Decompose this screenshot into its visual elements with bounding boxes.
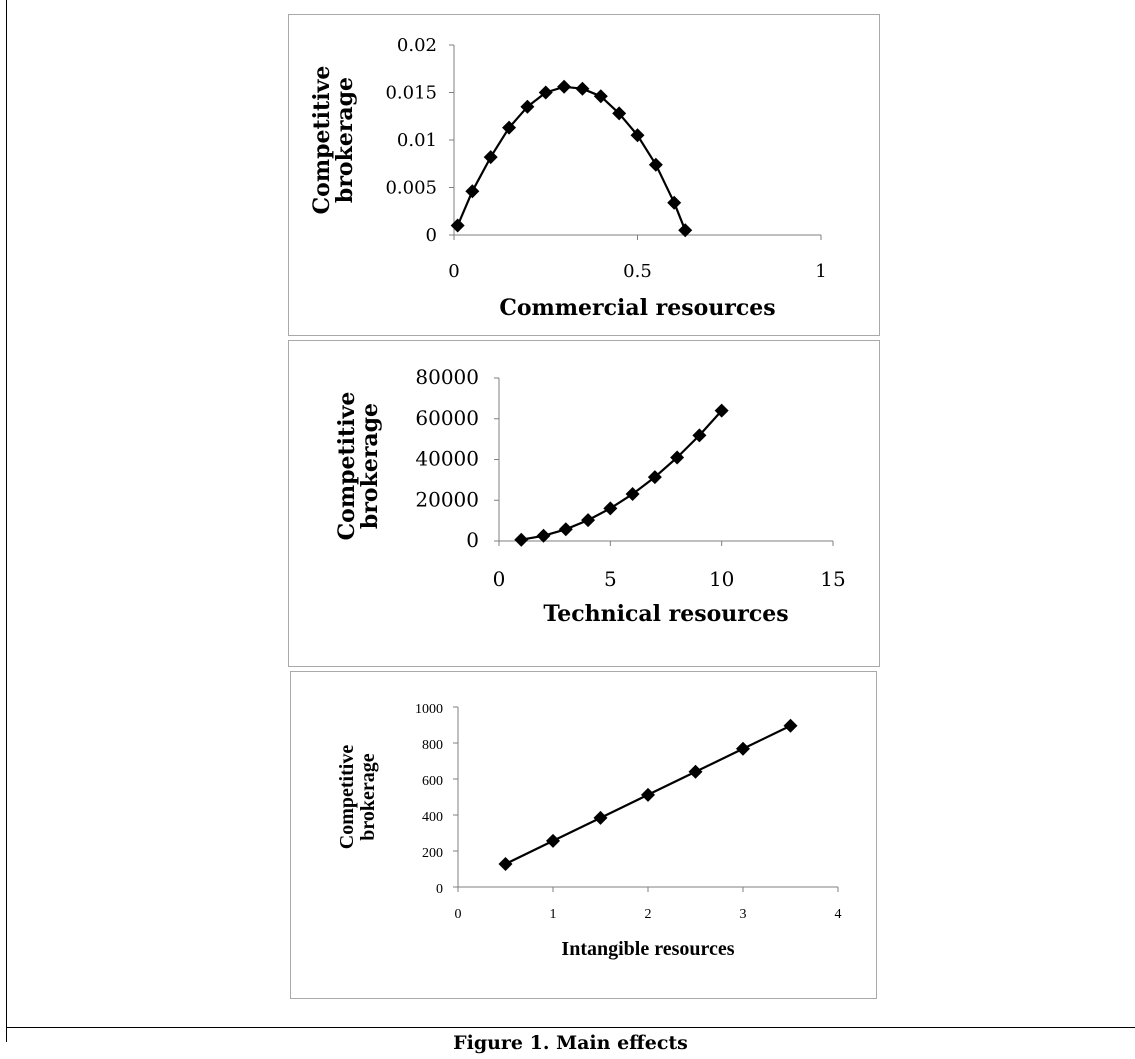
figure-table-border <box>6 0 1135 1042</box>
data-point-marker <box>714 403 729 418</box>
x-tick-label: 10 <box>709 567 734 591</box>
data-point-marker <box>514 532 529 547</box>
y-tick-label: 0 <box>436 882 443 897</box>
caption-divider <box>6 1027 1135 1028</box>
x-axis-label: Intangible resources <box>561 938 734 960</box>
x-axis-label: Commercial resources <box>499 295 775 321</box>
data-point-marker <box>647 470 662 485</box>
data-point-marker <box>670 450 685 465</box>
x-tick-label: 2 <box>645 907 652 922</box>
x-tick-label: 4 <box>835 907 842 922</box>
data-point-marker <box>625 487 640 502</box>
chart-technical-resources: 0 20000 40000 60000 80000 0 5 10 15 Technical res… <box>334 365 846 627</box>
x-axis-label: Technical resources <box>543 601 788 627</box>
chart-intangible-resources: 0 200 400 600 800 1000 0 1 2 3 4 Intangible resourc… <box>336 702 842 960</box>
x-tick-label: 0 <box>448 261 459 282</box>
y-tick-label: 0.015 <box>385 83 437 104</box>
y-tick-label: 0 <box>426 225 437 246</box>
data-point-marker <box>498 856 513 871</box>
data-point-marker <box>736 741 750 756</box>
data-point-marker <box>538 85 553 100</box>
y-tick-label: 80000 <box>415 365 479 389</box>
data-point-marker <box>520 99 535 114</box>
data-point-marker <box>667 195 682 210</box>
chart-panel-technical: 0 20000 40000 60000 80000 0 5 10 15 Technical res… <box>288 340 880 667</box>
y-tick-label: 20000 <box>415 487 479 511</box>
y-tick-label: 1000 <box>415 702 443 717</box>
chart-commercial-resources: 0 0.005 0.01 0.015 0.02 0 0.5 1 Commercial resou… <box>309 35 827 321</box>
data-point-marker <box>502 120 517 135</box>
x-tick-label: 0 <box>455 907 462 922</box>
y-tick-label: 0 <box>466 528 479 552</box>
y-tick-label: 600 <box>422 774 443 789</box>
data-point-marker <box>603 501 618 516</box>
x-tick-label: 5 <box>604 567 617 591</box>
x-tick-label: 3 <box>740 907 747 922</box>
y-tick-label: 0.005 <box>385 178 437 199</box>
data-point-marker <box>593 810 608 825</box>
data-point-marker <box>483 150 498 165</box>
y-tick-label: 0.01 <box>397 130 437 151</box>
x-tick-label: 0.5 <box>623 261 652 282</box>
chart-panel-intangible: 0 200 400 600 800 1000 0 1 2 3 4 Intangible resourc… <box>290 671 877 999</box>
y-axis-label: Competitivebrokerage <box>334 392 383 541</box>
data-point-marker <box>558 522 573 537</box>
y-tick-label: 0.02 <box>397 35 437 56</box>
data-point-marker <box>581 513 596 528</box>
data-point-marker <box>630 128 645 143</box>
data-point-marker <box>678 223 693 238</box>
y-tick-label: 400 <box>422 810 443 825</box>
data-point-marker <box>465 184 480 199</box>
data-point-marker <box>546 833 560 848</box>
y-axis-label: Competitivebrokerage <box>336 745 379 850</box>
data-point-marker <box>783 718 798 733</box>
y-tick-label: 800 <box>422 738 443 753</box>
data-point-marker <box>692 428 707 443</box>
x-tick-label: 15 <box>820 567 845 591</box>
data-point-marker <box>593 89 608 104</box>
data-point-marker <box>612 106 627 121</box>
data-point-marker <box>688 764 703 779</box>
figure-caption: Figure 1. Main effects <box>453 1032 688 1054</box>
x-tick-label: 0 <box>493 567 506 591</box>
y-tick-label: 200 <box>422 846 443 861</box>
data-point-marker <box>641 787 655 802</box>
y-tick-label: 60000 <box>415 406 479 430</box>
data-point-marker <box>450 218 465 233</box>
x-tick-label: 1 <box>550 907 557 922</box>
data-point-marker <box>536 528 551 543</box>
y-axis-label: Competitivebrokerage <box>309 66 358 215</box>
series-line <box>456 85 687 231</box>
data-point-marker <box>648 157 663 172</box>
x-tick-label: 1 <box>815 261 826 282</box>
y-tick-label: 40000 <box>415 447 479 471</box>
data-point-marker <box>557 79 572 94</box>
chart-panel-commercial: 0 0.005 0.01 0.015 0.02 0 0.5 1 Commercial resou… <box>288 14 880 336</box>
data-point-marker <box>575 81 590 96</box>
series-line <box>521 409 723 541</box>
